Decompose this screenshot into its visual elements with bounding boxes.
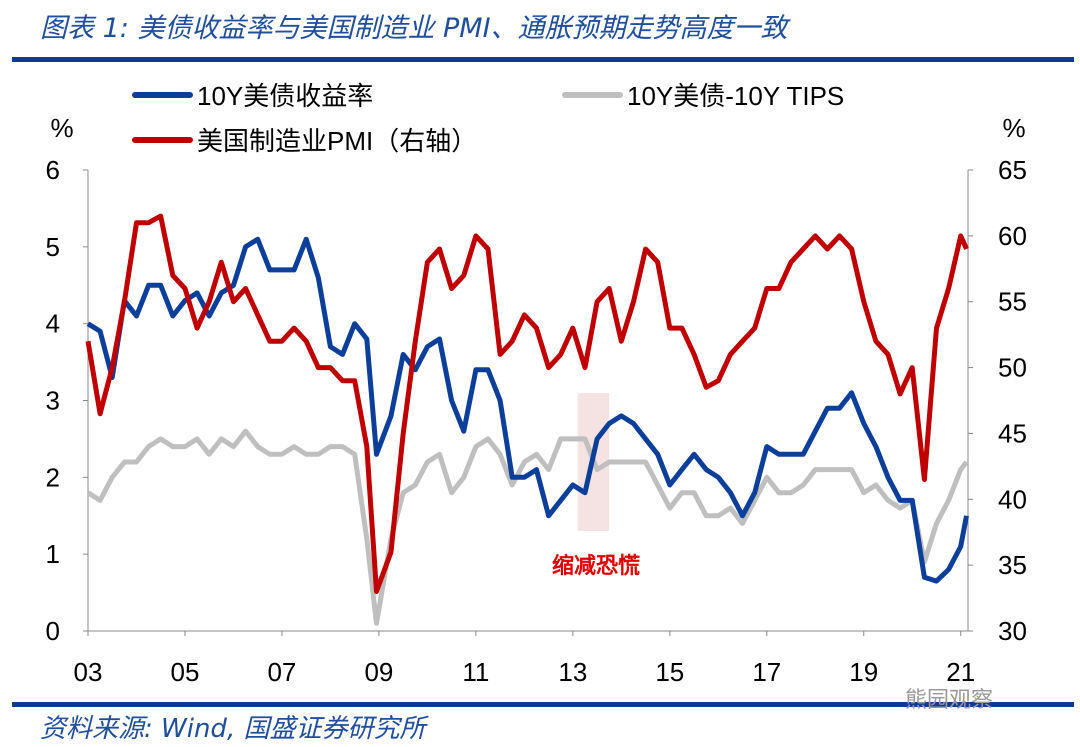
x-tick-label: 03 xyxy=(74,657,103,687)
left-tick-label: 1 xyxy=(46,539,60,569)
series-line-1 xyxy=(86,428,969,626)
left-tick-label: 4 xyxy=(46,309,60,339)
x-tick-label: 13 xyxy=(558,657,587,687)
legend-label-1: 10Y美债-10Y TIPS xyxy=(627,81,844,111)
left-unit-label: % xyxy=(50,113,73,143)
x-tick-label: 07 xyxy=(267,657,296,687)
source-divider xyxy=(12,702,1074,707)
left-tick-label: 2 xyxy=(46,462,60,492)
right-tick-label: 60 xyxy=(998,221,1027,251)
watermark: 熊园观察 xyxy=(905,688,994,713)
taper-tantrum-annotation: 缩减恐慌 xyxy=(552,553,640,578)
series-line-0 xyxy=(86,236,969,584)
right-tick-label: 45 xyxy=(998,418,1027,448)
right-tick-label: 55 xyxy=(998,287,1027,317)
x-tick-label: 21 xyxy=(946,657,975,687)
legend-label-0: 10Y美债收益率 xyxy=(197,81,373,111)
legend-label-2: 美国制造业PMI（右轴） xyxy=(197,126,477,156)
right-tick-label: 50 xyxy=(998,353,1027,383)
left-tick-label: 3 xyxy=(46,386,60,416)
x-tick-label: 11 xyxy=(462,657,489,687)
chart-title: 图表 1: 美债收益率与美国制造业 PMI、通胀预期走势高度一致 xyxy=(40,13,788,44)
x-tick-label: 19 xyxy=(849,657,878,687)
x-tick-label: 17 xyxy=(752,657,781,687)
right-tick-label: 65 xyxy=(998,155,1027,185)
series-line-2 xyxy=(85,213,969,594)
right-tick-label: 35 xyxy=(998,550,1027,580)
source-note: 资料来源: Wind, 国盛证券研究所 xyxy=(40,714,426,744)
left-tick-label: 6 xyxy=(46,155,60,185)
right-unit-label: % xyxy=(1002,113,1025,143)
title-divider xyxy=(12,57,1074,62)
right-tick-label: 30 xyxy=(998,616,1027,646)
x-tick-label: 15 xyxy=(655,657,684,687)
x-tick-label: 09 xyxy=(364,657,393,687)
left-tick-label: 0 xyxy=(46,616,60,646)
left-tick-label: 5 xyxy=(46,232,60,262)
x-tick-label: 05 xyxy=(171,657,200,687)
right-tick-label: 40 xyxy=(998,484,1027,514)
